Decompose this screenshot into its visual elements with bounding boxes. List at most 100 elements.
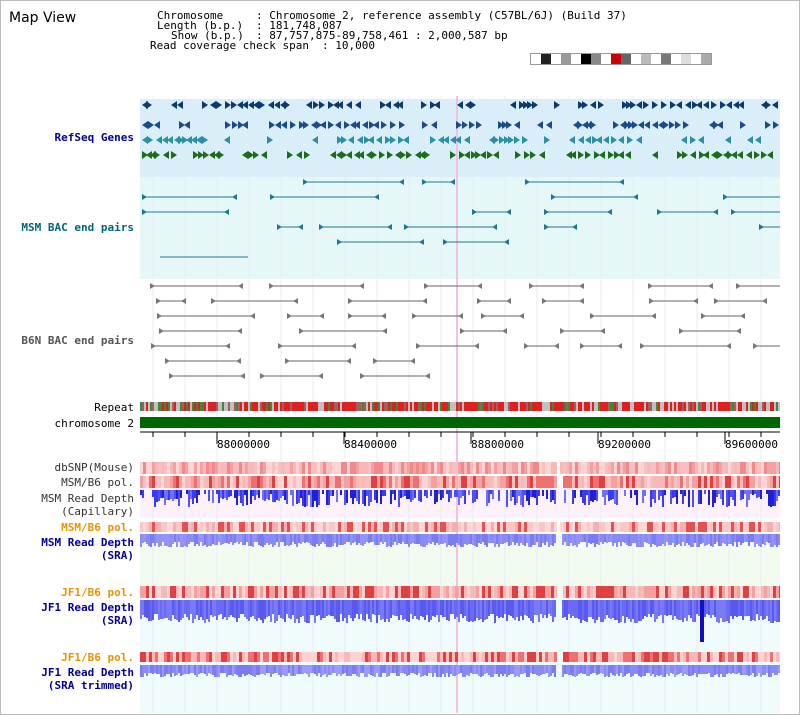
track-label-msm-bac[interactable]: MSM BAC end pairs (21, 221, 134, 234)
msm-b6-pol-segment (743, 476, 746, 488)
msm-sra-depth-bar (228, 534, 230, 544)
jf1-b6-pol-2-segment (671, 652, 674, 662)
jf1-sra-depth-bar (322, 600, 324, 618)
repeat-segment (474, 402, 476, 411)
gene-arrow (373, 121, 379, 129)
jf1-trim-depth-bar (392, 665, 394, 673)
dbsnp-segment (425, 462, 428, 474)
msm-b6-pol-segment (362, 476, 365, 488)
jf1-sra-depth-bar (576, 600, 578, 618)
bac-end-marker (181, 298, 186, 304)
jf1-trim-depth-bar (514, 665, 516, 677)
dbsnp-segment (299, 462, 302, 474)
jf1-b6-pol-segment (701, 586, 704, 598)
jf1-trim-depth-bar (430, 665, 432, 673)
gene-arrow (652, 121, 658, 129)
jf1-b6-pol-2-segment (260, 652, 263, 662)
msm-b6-pol-segment (470, 476, 473, 488)
repeat-segment (388, 402, 390, 411)
msm-b6-pol-2-segment (755, 522, 758, 532)
msm-sra-depth-bar (336, 534, 338, 547)
jf1-b6-pol-2-segment (170, 652, 173, 662)
msm-sra-depth-bar (678, 534, 680, 544)
capillary-depth-bar (208, 490, 210, 501)
msm-b6-pol-segment (212, 476, 215, 488)
msm-sra-depth-bar (386, 534, 388, 547)
repeat-segment (460, 402, 462, 411)
genome-plot[interactable] (140, 96, 780, 713)
gene-arrow (284, 101, 290, 109)
capillary-depth-bar (438, 490, 440, 494)
msm-b6-pol-2-segment (527, 522, 530, 532)
gene-arrow (248, 151, 254, 159)
msm-sra-depth-bar (354, 534, 356, 542)
jf1-b6-pol-2-segment (644, 652, 647, 662)
jf1-trim-depth-bar (532, 665, 534, 674)
msm-b6-pol-segment (290, 476, 293, 488)
capillary-depth-bar (756, 490, 758, 498)
msm-b6-pol-segment (380, 476, 383, 488)
gene-arrow (224, 136, 230, 144)
jf1-trim-depth-bar (188, 665, 190, 674)
jf1-sra-depth-bar (182, 600, 184, 618)
jf1-trim-depth-bar (626, 665, 628, 674)
chromosome-ideogram[interactable] (530, 53, 712, 65)
repeat-segment (648, 402, 650, 411)
capillary-depth-bar (156, 490, 158, 502)
jf1-trim-depth-bar (530, 665, 532, 673)
msm-sra-depth-bar (648, 534, 650, 544)
jf1-b6-pol-2-segment (194, 652, 197, 662)
msm-sra-depth-bar (274, 534, 276, 545)
dbsnp-segment (686, 462, 689, 474)
bac-end-marker (240, 373, 245, 379)
jf1-b6-pol-2-segment (527, 652, 530, 662)
capillary-depth-bar (304, 490, 306, 507)
bac-end-marker (525, 179, 530, 185)
capillary-depth-bar (250, 490, 252, 504)
dbsnp-segment (149, 462, 152, 474)
jf1-sra-depth-bar (528, 600, 530, 618)
repeat-segment (482, 402, 484, 411)
dbsnp-segment (329, 462, 332, 474)
jf1-sra-depth-bar (288, 600, 290, 618)
jf1-sra-depth-bar (588, 600, 590, 617)
track-label-refseq-genes[interactable]: RefSeq Genes (54, 131, 134, 144)
msm-sra-depth-bar (470, 534, 472, 544)
map-view-title: Map View (9, 10, 77, 26)
msm-b6-pol-segment (629, 476, 632, 488)
gene-arrow (366, 151, 372, 159)
msm-b6-pol-2-segment (656, 522, 659, 532)
jf1-sra-depth-bar (418, 600, 420, 620)
capillary-depth-bar (450, 490, 452, 498)
msm-b6-pol-segment (569, 476, 572, 488)
jf1-sra-depth-bar (606, 600, 608, 615)
dbsnp-segment (518, 462, 521, 474)
capillary-depth-bar (192, 490, 194, 504)
repeat-segment (416, 402, 418, 411)
jf1-b6-pol-segment (674, 586, 677, 598)
jf1-b6-pol-segment (275, 586, 278, 598)
msm-b6-pol-2-segment (620, 522, 623, 532)
track-label-b6n-bac[interactable]: B6N BAC end pairs (21, 334, 134, 347)
genome-plot-svg[interactable] (140, 96, 780, 713)
jf1-b6-pol-segment (611, 586, 614, 598)
repeat-segment (294, 402, 296, 411)
jf1-trim-depth-bar (212, 665, 214, 675)
gene-arrow (171, 151, 177, 159)
ideogram-band (631, 54, 641, 64)
msm-sra-depth-bar (572, 534, 574, 546)
msm-sra-depth-bar (378, 534, 380, 545)
jf1-b6-pol-segment (362, 586, 365, 598)
jf1-b6-pol-2-segment (398, 652, 401, 662)
msm-sra-depth-bar (458, 534, 460, 545)
dbsnp-segment (710, 462, 713, 474)
msm-b6-pol-2-segment (740, 522, 743, 532)
jf1-b6-pol-2-segment (209, 652, 212, 662)
capillary-depth-bar (376, 490, 378, 503)
jf1-b6-pol-2-segment (257, 652, 260, 662)
msm-b6-pol-segment (305, 476, 308, 488)
jf1-sra-depth-bar (148, 600, 150, 621)
capillary-depth-bar (546, 490, 548, 499)
msm-sra-depth-bar (218, 534, 220, 542)
jf1-b6-pol-2-segment (347, 652, 350, 662)
